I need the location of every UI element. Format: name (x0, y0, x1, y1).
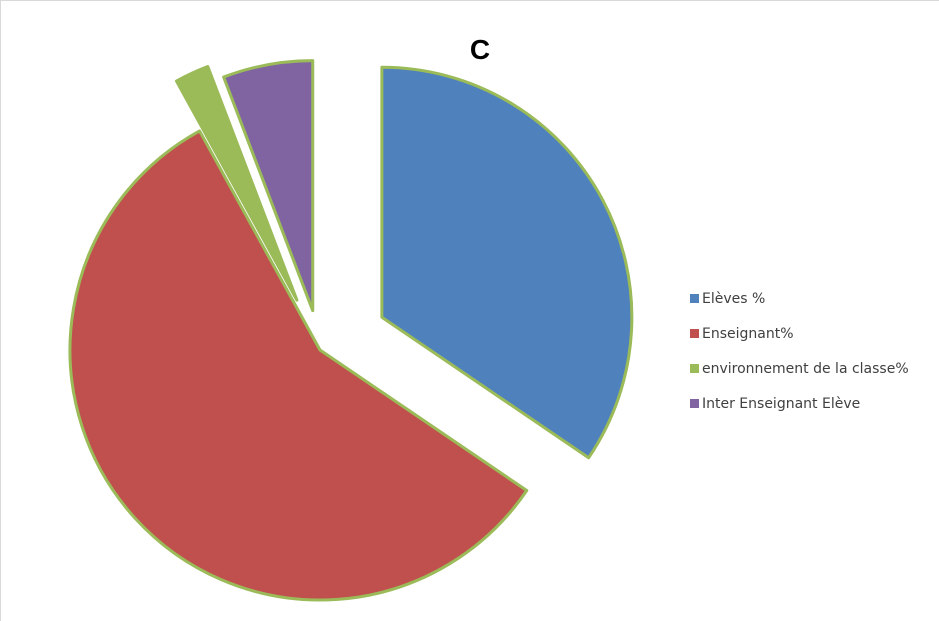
legend-label: Enseignant% (702, 325, 794, 342)
legend-swatch (690, 329, 699, 338)
legend-item-4: Inter Enseignant Elève (690, 392, 909, 415)
pie-slice-1 (380, 65, 634, 460)
legend-item-2: Enseignant% (690, 322, 909, 345)
legend-swatch (690, 364, 699, 373)
chart-legend: Elèves % Enseignant% environnement de la c… (690, 287, 909, 427)
legend-item-3: environnement de la classe% (690, 357, 909, 380)
legend-label: Inter Enseignant Elève (702, 395, 861, 412)
legend-label: Elèves % (702, 290, 766, 307)
pie-slice-2 (68, 129, 529, 602)
chart-title: C (469, 34, 491, 65)
pie-slice-4 (222, 59, 315, 313)
legend-item-1: Elèves % (690, 287, 909, 310)
legend-swatch (690, 399, 699, 408)
pie-slice-3 (174, 65, 299, 302)
legend-swatch (690, 294, 699, 303)
legend-label: environnement de la classe% (702, 360, 909, 377)
